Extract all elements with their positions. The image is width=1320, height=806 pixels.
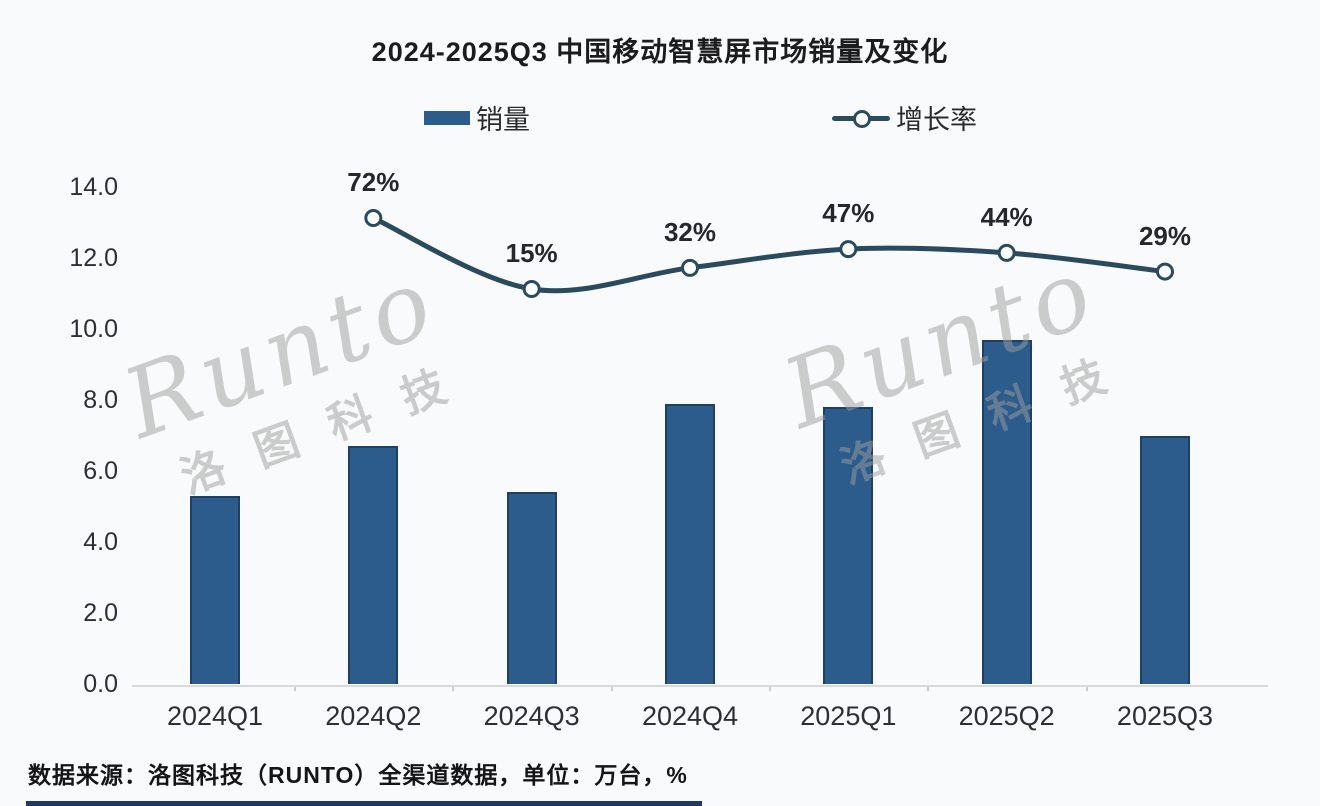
watermark-latin-text: Runto [109,244,451,461]
growth-line-swatch-dot [853,109,871,128]
legend-sales-label: 销量 [476,105,530,135]
x-tick-label-2024Q2: 2024Q2 [325,701,422,731]
sales-bar-2024Q4 [664,403,715,684]
growth-marker-2025Q3 [1155,262,1174,281]
sales-bar-2024Q1 [190,495,240,684]
sales-bar-2024Q3 [506,492,557,684]
y-tick-label: 2.0 [83,599,118,627]
y-tick-label: 0.0 [83,670,118,698]
y-tick-label: 10.0 [69,315,118,343]
x-tick-label-2024Q3: 2024Q3 [483,701,580,731]
x-axis-minor-tick [927,687,930,691]
chart-title: 2024-2025Q3 中国移动智慧屏市场销量及变化 [371,37,949,67]
legend-item-sales: 销量 [424,98,530,137]
x-axis-minor-tick [452,687,455,691]
growth-label-2025Q2: 44% [980,201,1033,232]
growth-label-2024Q4: 32% [663,216,716,247]
y-tick-label: 6.0 [83,457,118,485]
growth-label-2024Q3: 15% [505,238,558,268]
sales-bar-2025Q3 [1139,435,1190,684]
x-tick-label-2025Q2: 2025Q2 [958,701,1055,731]
x-tick-label-2024Q1: 2024Q1 [166,701,264,731]
x-axis-minor-tick [769,687,772,691]
growth-label-2024Q2: 72% [347,166,400,197]
x-axis-minor-tick [294,687,297,691]
legend-item-growth: 增长率 [832,98,977,137]
data-source-note: 数据来源：洛图科技（RUNTO）全渠道数据，单位：万台，% [28,762,688,788]
x-tick-label-2024Q4: 2024Q4 [641,701,739,731]
x-tick-label-2025Q3: 2025Q3 [1116,701,1214,731]
sales-bar-2025Q2 [981,339,1032,684]
runto-watermark: Runto 洛图科技 [109,244,485,515]
growth-label-2025Q3: 29% [1138,220,1191,251]
x-tick-label-2025Q1: 2025Q1 [800,701,897,731]
growth-label-2025Q1: 47% [822,198,875,229]
y-tick-label: 12.0 [69,244,118,272]
sales-bar-2025Q1 [823,407,874,684]
growth-line-swatch-icon [832,105,890,131]
bottom-decoration-strip [26,801,702,806]
y-tick-label: 8.0 [83,386,118,414]
sales-bar-2024Q2 [348,446,399,684]
x-axis-minor-tick [1085,687,1088,691]
growth-marker-2025Q2 [997,243,1016,262]
y-tick-label: 14.0 [69,173,118,201]
growth-marker-2024Q4 [680,258,699,277]
x-axis-line [132,685,1268,687]
x-axis-minor-tick [610,687,613,691]
watermark-cjk-text: 洛图科技 [174,350,485,504]
legend-growth-label: 增长率 [896,105,977,135]
growth-marker-2024Q2 [364,208,383,227]
growth-marker-2024Q3 [522,280,541,299]
y-tick-label: 4.0 [83,528,118,556]
sales-bar-swatch-icon [424,110,470,125]
growth-marker-2025Q1 [839,240,858,259]
